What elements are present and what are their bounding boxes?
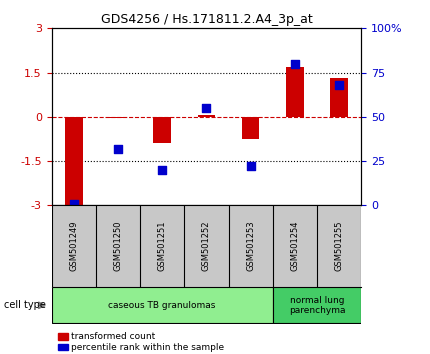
Bar	[109, 117, 127, 118]
Text: GSM501250: GSM501250	[114, 221, 123, 271]
Point	[70, 201, 77, 206]
Text: caseous TB granulomas: caseous TB granulomas	[108, 301, 216, 310]
Bar	[65, 117, 83, 205]
Bar	[197, 115, 215, 117]
Bar	[286, 67, 304, 117]
Text: GSM501255: GSM501255	[335, 221, 344, 271]
Bar	[330, 79, 348, 117]
Point	[292, 61, 298, 67]
Text: transformed count: transformed count	[71, 332, 155, 341]
Point	[336, 82, 343, 88]
Text: GSM501249: GSM501249	[69, 221, 78, 271]
Text: GSM501254: GSM501254	[290, 221, 299, 271]
Point	[114, 146, 121, 152]
Bar	[52, 287, 273, 323]
Text: cell type: cell type	[4, 300, 46, 310]
Text: normal lung
parenchyma: normal lung parenchyma	[289, 296, 345, 315]
Bar	[273, 287, 361, 323]
Point	[247, 164, 254, 169]
Bar	[154, 117, 171, 143]
Title: GDS4256 / Hs.171811.2.A4_3p_at: GDS4256 / Hs.171811.2.A4_3p_at	[101, 13, 312, 26]
Text: GSM501251: GSM501251	[158, 221, 167, 271]
Text: GSM501252: GSM501252	[202, 221, 211, 271]
Point	[203, 105, 210, 111]
Text: GSM501253: GSM501253	[246, 221, 255, 272]
Point	[159, 167, 166, 173]
Bar	[242, 117, 259, 139]
Text: percentile rank within the sample: percentile rank within the sample	[71, 343, 224, 352]
